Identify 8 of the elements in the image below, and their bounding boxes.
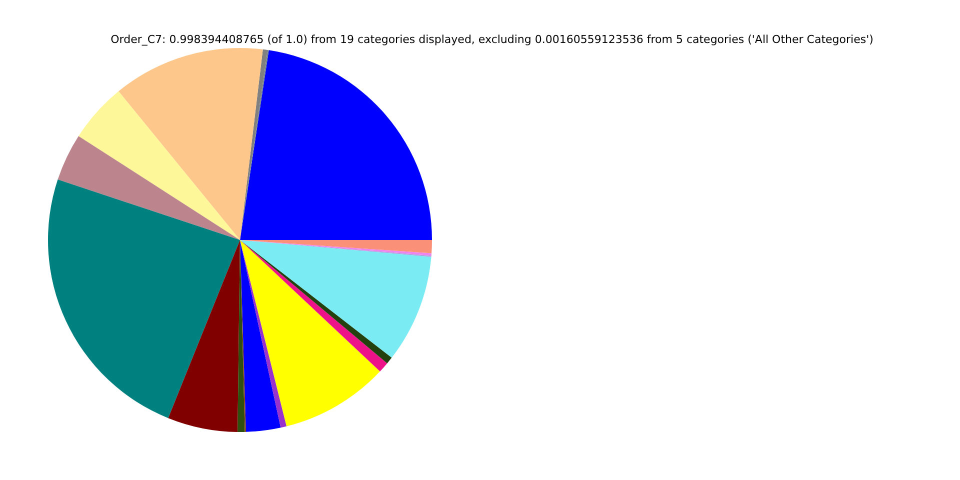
pie-slice [168,240,240,432]
pie-slice [240,240,380,426]
pie-slice [58,136,240,240]
pie-slice [78,91,240,240]
pie-slice [118,48,263,240]
text: Order_C7: 0.998394408765 (of 1.0) from 19 categories displayed, excluding 0.00160559123536 from 5 categories ('All Other Categories') [110,33,874,46]
pie-slice [240,240,432,358]
pie-slice [48,180,240,418]
